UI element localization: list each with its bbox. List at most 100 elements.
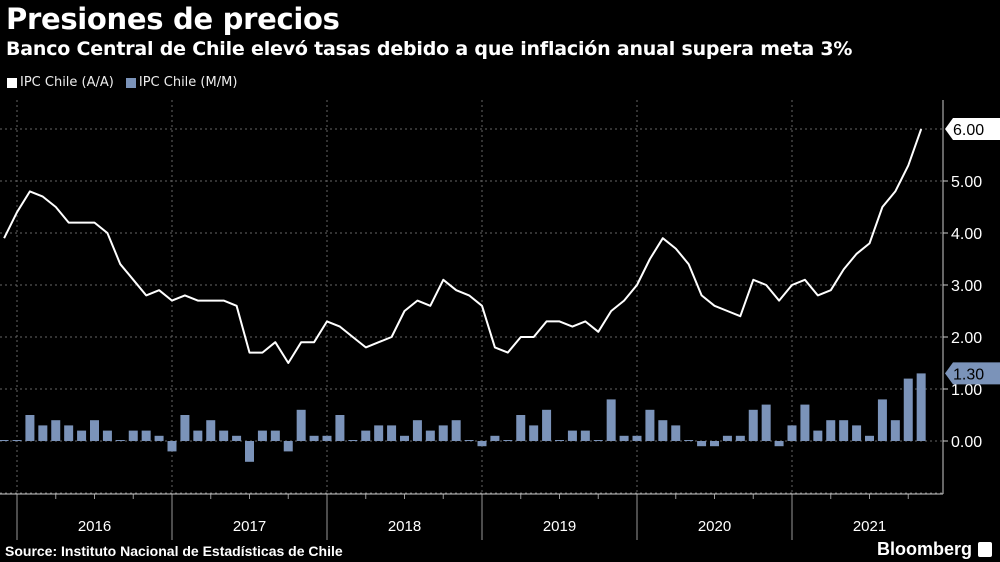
bar — [761, 404, 771, 441]
bar — [245, 441, 254, 462]
bar — [102, 430, 112, 441]
bar — [193, 430, 203, 441]
bar — [128, 430, 138, 441]
bar — [438, 425, 448, 441]
bar — [774, 441, 784, 447]
bar — [154, 435, 164, 441]
bar — [839, 420, 849, 441]
bar — [684, 440, 694, 441]
bar — [412, 420, 422, 441]
legend: IPC Chile (A/A) IPC Chile (M/M) — [7, 75, 237, 90]
line-last-value-label-bg — [945, 118, 1000, 140]
bar — [606, 399, 616, 441]
bloomberg-chart-icon — [978, 542, 992, 557]
bar — [374, 425, 384, 441]
bar — [167, 441, 177, 452]
bar — [903, 378, 913, 441]
bar — [180, 415, 190, 441]
legend-swatch-line — [7, 77, 17, 88]
bar — [64, 425, 74, 441]
legend-swatch-bar — [125, 77, 136, 88]
bar — [309, 435, 319, 441]
bar — [516, 415, 526, 441]
bar — [477, 441, 487, 447]
bar-last-value-label: 1.30 — [953, 366, 984, 383]
source-note: Source: Instituto Nacional de Estadístic… — [5, 543, 343, 559]
chart-subtitle: Banco Central de Chile elevó tasas debid… — [6, 38, 853, 60]
bar — [206, 420, 216, 441]
bar — [115, 440, 125, 441]
bar — [890, 420, 900, 441]
bar — [348, 440, 358, 441]
bar — [800, 404, 810, 441]
bar — [283, 441, 293, 452]
y-tick-label: 0.00 — [951, 434, 982, 451]
bar — [270, 430, 280, 441]
bar — [748, 409, 758, 441]
bar — [0, 440, 9, 441]
line-series — [3, 128, 923, 364]
x-tick-label: 2016 — [78, 518, 111, 535]
bar — [296, 409, 306, 441]
x-tick-label: 2019 — [543, 518, 576, 535]
bar — [877, 399, 887, 441]
bar — [580, 430, 590, 441]
y-tick-label: 1.00 — [951, 382, 982, 399]
bar — [645, 409, 655, 441]
x-tick-label: 2021 — [853, 518, 886, 535]
bar — [322, 435, 332, 441]
line-last-value-label: 6.00 — [953, 122, 984, 139]
bar — [529, 425, 539, 441]
y-tick-label: 4.00 — [951, 226, 982, 243]
bar — [593, 440, 603, 441]
x-tick-label: 2018 — [388, 518, 421, 535]
bar — [400, 435, 409, 441]
bar — [632, 435, 642, 441]
bar — [826, 420, 836, 441]
bar — [671, 425, 681, 441]
bar — [865, 435, 874, 441]
y-tick-label: 2.00 — [951, 330, 982, 347]
bar — [735, 435, 745, 441]
bar — [813, 430, 823, 441]
bar — [658, 420, 668, 441]
bar — [619, 435, 629, 441]
bar — [464, 440, 474, 441]
bar-last-value-label-bg — [945, 362, 1000, 385]
bar — [90, 420, 99, 441]
legend-item-bar: IPC Chile (M/M) — [125, 75, 238, 90]
bar — [852, 425, 862, 441]
bar — [567, 430, 577, 441]
bar — [25, 415, 35, 441]
bar — [555, 440, 564, 441]
chart-title: Presiones de precios — [6, 2, 340, 36]
bar — [451, 420, 461, 441]
bar — [219, 430, 229, 441]
x-tick-label: 2017 — [233, 518, 266, 535]
bar — [710, 441, 719, 447]
bar — [503, 440, 513, 441]
bloomberg-logo: Bloomberg — [876, 539, 972, 559]
bar — [722, 435, 732, 441]
bar — [38, 425, 48, 441]
bar — [77, 430, 87, 441]
bar — [425, 430, 435, 441]
bar — [787, 425, 797, 441]
bar — [361, 430, 371, 441]
bar — [335, 415, 345, 441]
x-tick-label: 2020 — [698, 518, 731, 535]
bar — [232, 435, 242, 441]
bar — [542, 409, 552, 441]
y-tick-label: 3.00 — [951, 278, 982, 295]
bar — [141, 430, 151, 441]
legend-item-line: IPC Chile (A/A) — [7, 75, 114, 90]
bar — [697, 441, 707, 447]
legend-label-bar: IPC Chile (M/M) — [138, 75, 238, 90]
bar — [387, 425, 397, 441]
y-tick-label: 5.00 — [951, 174, 982, 191]
bar — [12, 440, 22, 441]
bar — [257, 430, 267, 441]
bar — [51, 420, 61, 441]
bar — [916, 373, 926, 441]
